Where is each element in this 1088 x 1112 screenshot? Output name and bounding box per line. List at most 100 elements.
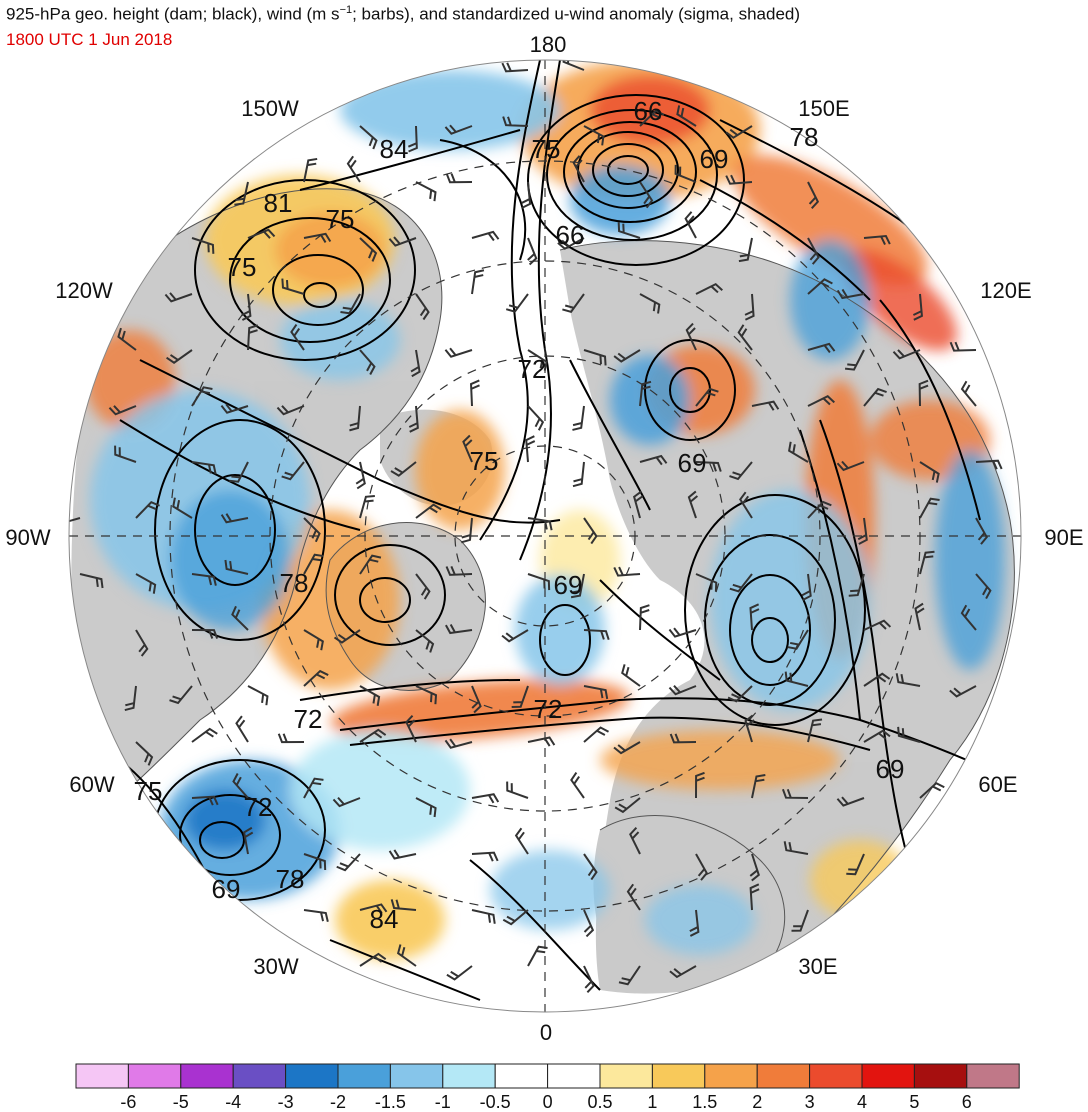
wind-barb — [303, 853, 327, 871]
wind-barb — [919, 781, 945, 799]
wind-barb — [807, 181, 820, 209]
lon-label-120e: 120E — [980, 278, 1031, 303]
wind-barb — [415, 573, 431, 600]
contour-label: 69 — [212, 874, 241, 904]
wind-barb — [355, 461, 366, 490]
anomaly-neg-11 — [515, 575, 605, 685]
wind-barb — [744, 714, 755, 743]
wind-barb — [446, 965, 473, 981]
wind-barb — [668, 685, 697, 696]
wind-barb — [729, 461, 753, 481]
wind-barb — [807, 278, 833, 295]
wind-barb — [572, 405, 585, 431]
wind-barb — [471, 793, 500, 804]
wind-barb — [744, 293, 755, 321]
wind-barb — [914, 602, 925, 631]
wind-barb — [281, 278, 305, 295]
wind-barb — [445, 173, 473, 184]
wind-barb — [471, 851, 499, 862]
anomaly-pos-11 — [415, 410, 505, 530]
wind-barb — [191, 727, 218, 743]
anomaly-pos-12 — [335, 880, 445, 960]
wind-barb — [405, 714, 417, 743]
wind-barb — [471, 909, 496, 924]
wind-barb — [135, 573, 157, 594]
wind-barb — [444, 738, 473, 749]
wind-barb — [470, 379, 480, 407]
wind-barb — [220, 513, 249, 524]
wind-barb — [583, 349, 607, 366]
wind-barb — [695, 573, 718, 592]
wind-barb — [445, 565, 473, 576]
wind-barb — [333, 629, 361, 644]
wind-barb — [247, 228, 276, 239]
wind-barb — [570, 771, 585, 799]
contour-label: 75 — [326, 204, 355, 234]
wind-barb — [445, 623, 473, 635]
wind-barb — [191, 795, 219, 806]
wind-barb — [674, 164, 697, 183]
anomaly-pos-3 — [732, 155, 928, 285]
wind-barb — [407, 125, 418, 153]
anomaly-neg-4 — [170, 490, 290, 630]
wind-barb — [557, 237, 585, 250]
colorbar-box — [704, 1063, 758, 1089]
colorbar-tick-label: -1 — [435, 1092, 451, 1112]
wind-barb — [791, 909, 809, 932]
wind-barb — [863, 729, 891, 743]
anomaly-neg-9 — [790, 240, 870, 360]
wind-barb — [919, 461, 940, 483]
wind-barb — [863, 387, 887, 407]
contour-label: 81 — [264, 188, 293, 218]
contour-label: 78 — [790, 122, 819, 152]
wind-barb — [191, 629, 219, 639]
wind-barb — [626, 883, 641, 911]
wind-barb — [912, 293, 923, 321]
wind-barb — [676, 105, 697, 127]
lon-label-0: 0 — [540, 1020, 552, 1045]
wind-barb — [525, 435, 536, 463]
wind-barb — [172, 497, 193, 519]
wind-barb — [583, 125, 605, 146]
wind-barb — [114, 445, 137, 463]
wind-barb — [570, 573, 585, 599]
wind-barb — [303, 669, 329, 687]
wind-barb — [303, 232, 332, 243]
valid-time: 1800 UTC 1 Jun 2018 — [6, 30, 173, 49]
wind-barb — [781, 788, 809, 799]
wind-barb — [388, 849, 417, 860]
colorbar-box — [337, 1063, 391, 1089]
title-rest: ; barbs), and standardized u-wind anomal… — [352, 4, 801, 24]
anomaly-neg-15 — [645, 885, 755, 955]
wind-barb — [684, 211, 697, 239]
contour-label: 69 — [876, 754, 905, 784]
wind-barb — [235, 715, 249, 743]
wind-barb — [390, 899, 417, 911]
wind-barb — [613, 566, 641, 577]
wind-barb — [960, 380, 977, 407]
wind-barb — [303, 777, 324, 799]
contour-label: 72 — [294, 704, 323, 734]
wind-barb — [349, 405, 361, 432]
wind-barb — [863, 234, 891, 245]
wind-barb — [918, 379, 929, 407]
wind-barb — [788, 441, 809, 463]
anomaly-pos-13 — [600, 730, 840, 790]
colorbar-tick-label: 0 — [543, 1092, 553, 1112]
lon-label-180: 180 — [530, 32, 567, 57]
colorbar-tick-label: -2 — [330, 1092, 346, 1112]
wind-barb — [527, 237, 538, 266]
map-disk — [69, 60, 1021, 1012]
wind-barb — [69, 514, 81, 526]
wind-barb — [639, 454, 668, 466]
wind-barb — [521, 181, 532, 209]
wind-barb — [863, 619, 892, 631]
wind-barb — [737, 324, 753, 351]
wind-barb — [415, 685, 438, 705]
wind-barb — [897, 726, 921, 743]
wind-barb — [303, 629, 324, 651]
wind-barb — [444, 124, 473, 135]
wind-barb — [807, 342, 836, 354]
lon-label-90e: 90E — [1044, 525, 1083, 550]
colorbar-box — [913, 1063, 968, 1089]
